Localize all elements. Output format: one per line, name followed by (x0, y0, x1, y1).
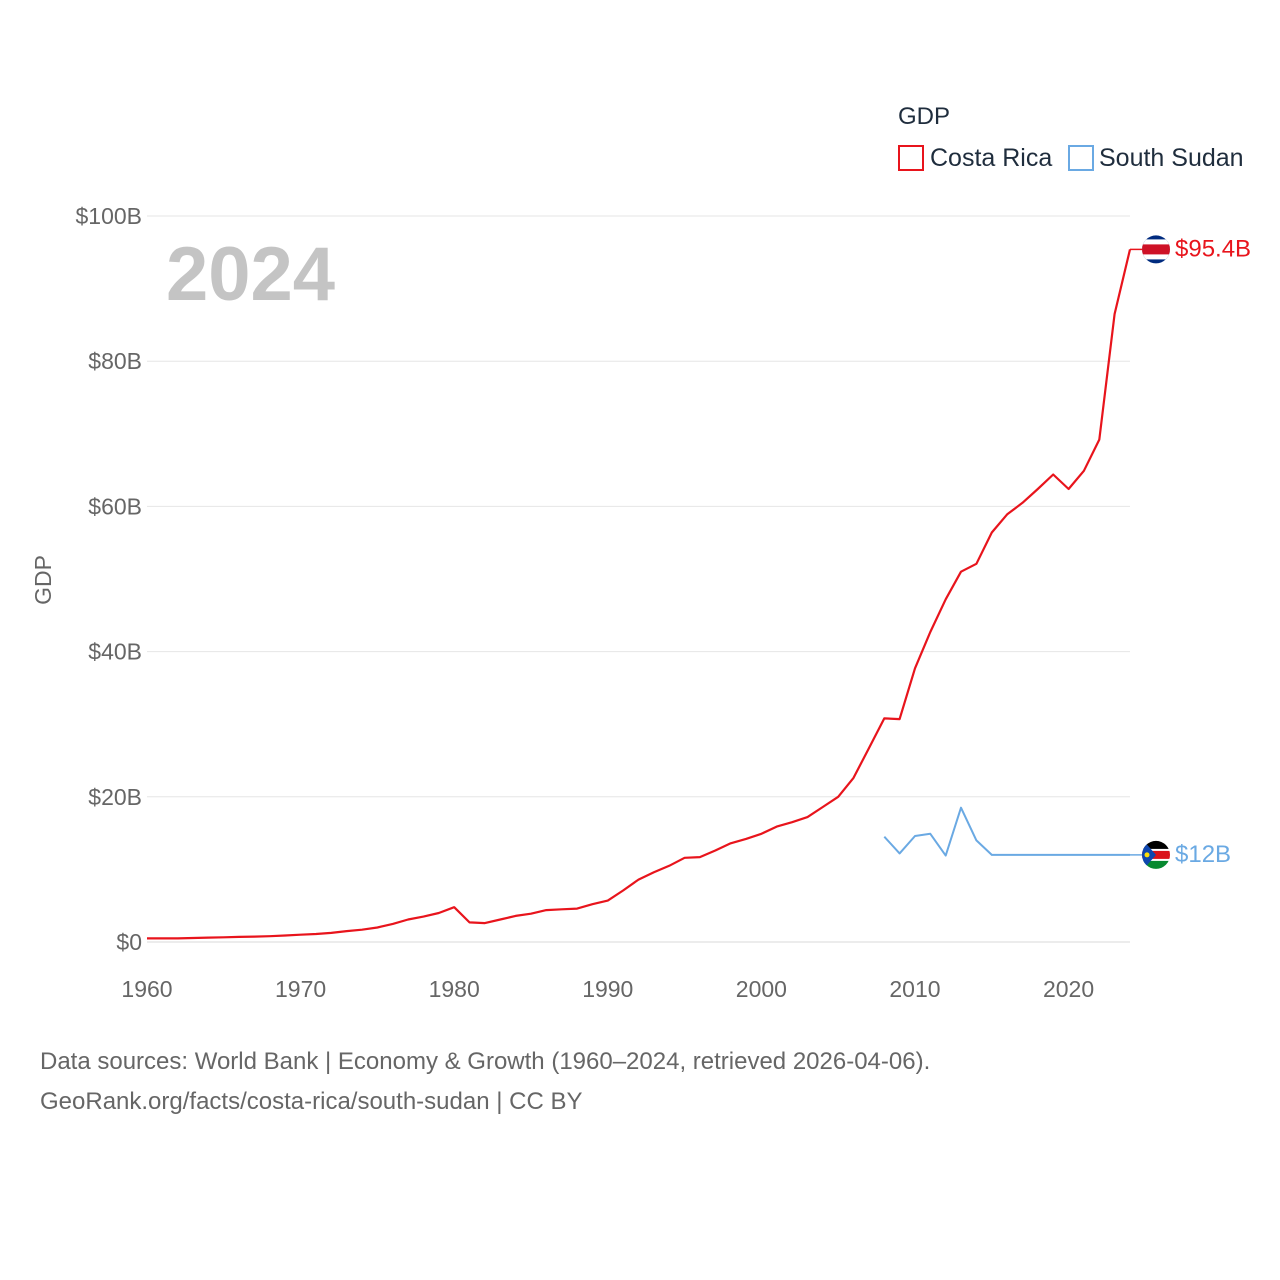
data-sources-text: Data sources: World Bank | Economy & Gro… (40, 1048, 931, 1075)
x-tick-label: 1970 (275, 976, 326, 1002)
x-axis-ticks: 1960 1970 1980 1990 2000 2010 2020 (121, 976, 1094, 1002)
legend-label-costa-rica: Costa Rica (930, 144, 1052, 172)
legend-title: GDP (898, 103, 950, 130)
footer: Data sources: World Bank | Economy & Gro… (40, 1042, 1240, 1122)
costa-rica-end-label: $95.4B (1175, 235, 1251, 262)
legend[interactable]: GDP Costa Rica South Sudan (898, 103, 1244, 172)
year-label: 2024 (166, 232, 335, 317)
south-sudan-end-label: $12B (1175, 841, 1231, 868)
y-axis-ticks: $0 $20B $40B $60B $80B $100B (75, 203, 142, 955)
x-tick-label: 2000 (736, 976, 787, 1002)
x-tick-label: 1980 (429, 976, 480, 1002)
y-tick-label: $80B (88, 348, 142, 374)
y-axis-title: GDP (30, 555, 56, 605)
y-tick-label: $60B (88, 493, 142, 519)
legend-swatch-south-sudan (1068, 145, 1094, 171)
legend-item-south-sudan[interactable]: South Sudan (1068, 144, 1244, 172)
x-tick-label: 1990 (582, 976, 633, 1002)
attribution-link[interactable]: GeoRank.org/facts/costa-rica/south-sudan… (40, 1088, 583, 1115)
x-tick-label: 1960 (121, 976, 172, 1002)
south-sudan-flag-icon (1142, 840, 1170, 869)
legend-swatch-costa-rica (898, 145, 924, 171)
y-tick-label: $20B (88, 784, 142, 810)
x-tick-label: 2020 (1043, 976, 1094, 1002)
series-lines (147, 248, 1142, 940)
y-tick-label: $0 (116, 929, 142, 955)
costa-rica-flag-icon (1142, 235, 1170, 264)
gdp-chart: $0 $20B $40B $60B $80B $100B 1960 1970 1980 1990… (30, 103, 1251, 1002)
series-line-south-sudan[interactable] (883, 806, 1130, 857)
y-tick-label: $40B (88, 639, 142, 665)
series-line-costa-rica[interactable] (147, 249, 1132, 940)
y-tick-label: $100B (75, 203, 142, 229)
x-tick-label: 2010 (889, 976, 940, 1002)
legend-item-costa-rica[interactable]: Costa Rica (898, 144, 1052, 172)
gridlines (147, 215, 1130, 943)
legend-label-south-sudan: South Sudan (1099, 144, 1244, 172)
